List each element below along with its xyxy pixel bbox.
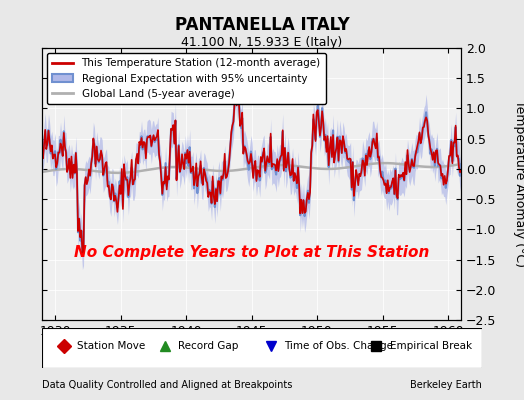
Y-axis label: Temperature Anomaly (°C): Temperature Anomaly (°C) [513,100,524,268]
Text: Record Gap: Record Gap [178,341,239,351]
Text: Station Move: Station Move [77,341,145,351]
Text: Data Quality Controlled and Aligned at Breakpoints: Data Quality Controlled and Aligned at B… [42,380,292,390]
Text: Empirical Break: Empirical Break [390,341,472,351]
Legend: This Temperature Station (12-month average), Regional Expectation with 95% uncer: This Temperature Station (12-month avera… [47,53,326,104]
Text: Time of Obs. Change: Time of Obs. Change [284,341,393,351]
Text: Berkeley Earth: Berkeley Earth [410,380,482,390]
Text: 41.100 N, 15.933 E (Italy): 41.100 N, 15.933 E (Italy) [181,36,343,49]
Text: PANTANELLA ITALY: PANTANELLA ITALY [174,16,350,34]
Text: No Complete Years to Plot at This Station: No Complete Years to Plot at This Statio… [74,244,429,260]
